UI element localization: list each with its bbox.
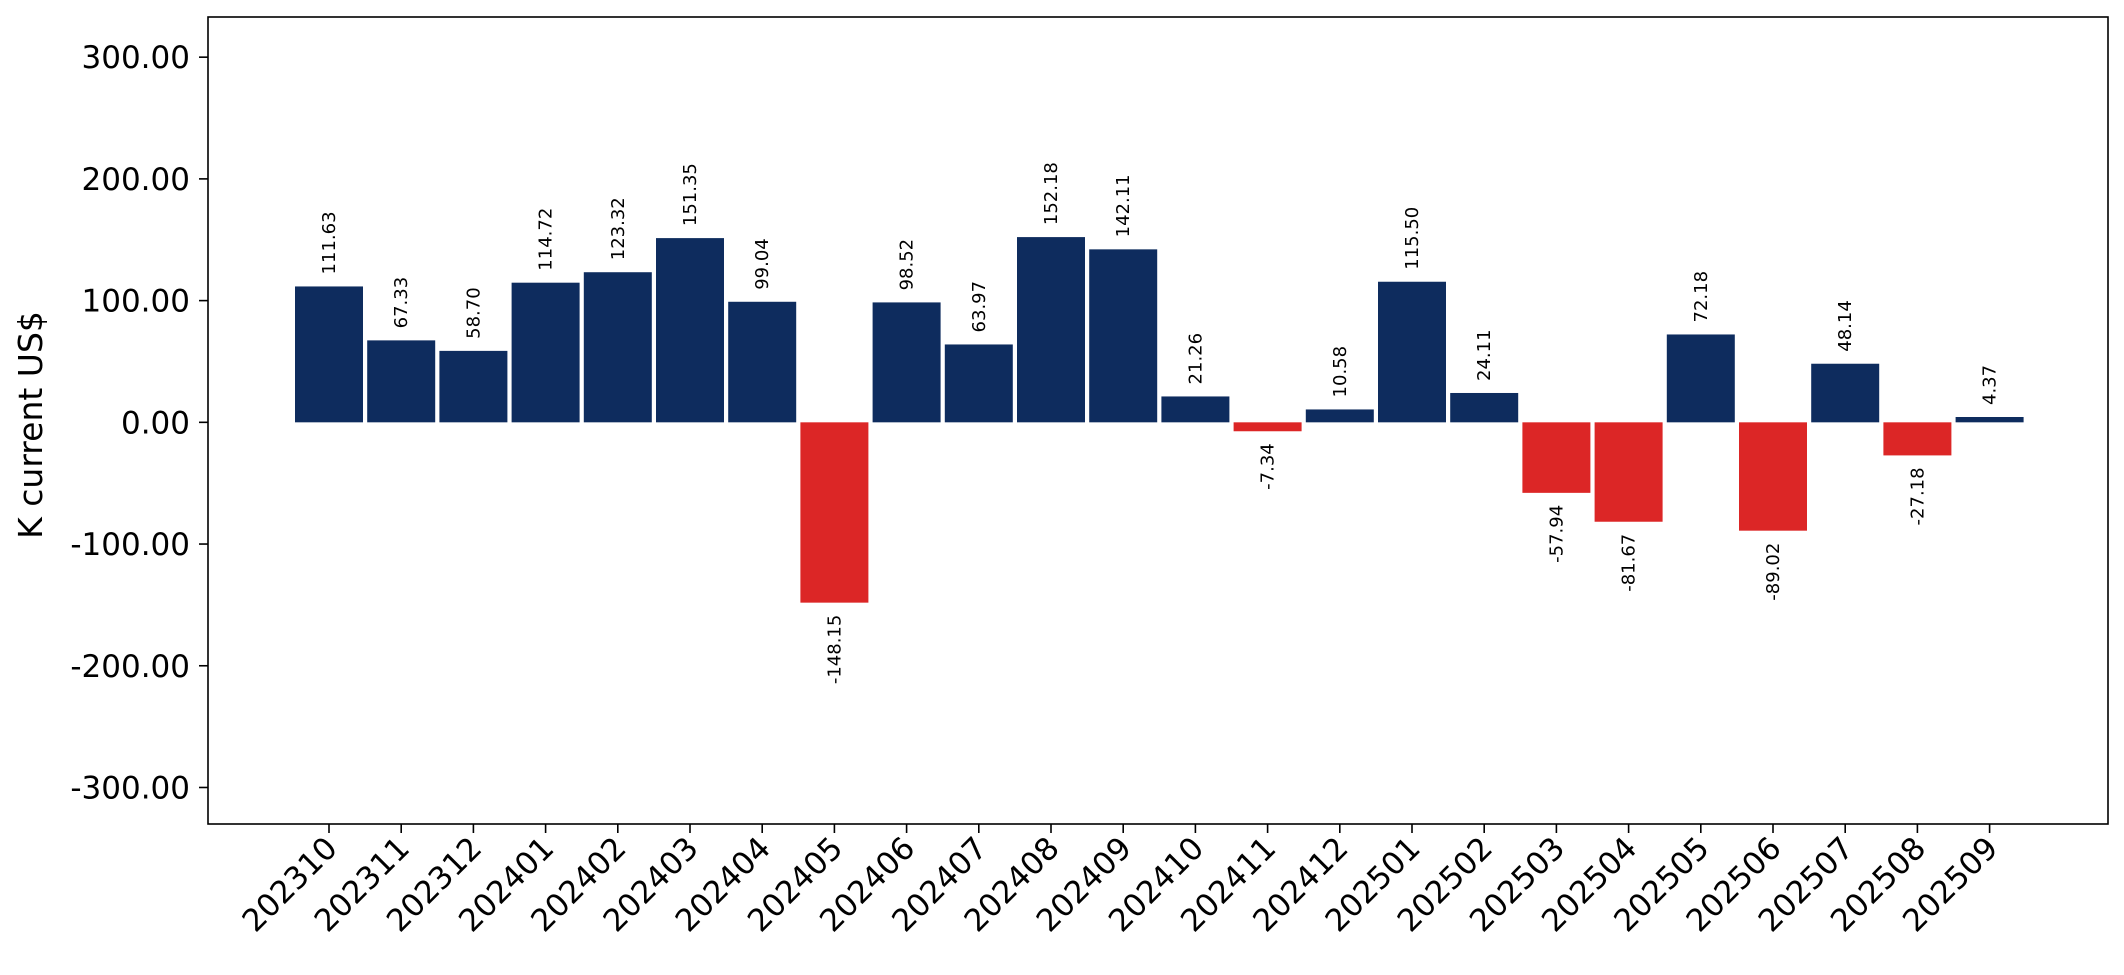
plot-area-frame xyxy=(207,16,2109,825)
data-label-202503: -57.94 xyxy=(1546,505,1567,563)
bar-202501 xyxy=(1378,281,1446,423)
bar-202406 xyxy=(872,302,941,423)
data-label-202410: 21.26 xyxy=(1185,333,1206,385)
bar-202405 xyxy=(800,422,869,603)
data-label-202407: 63.97 xyxy=(969,281,990,333)
bar-202508 xyxy=(1883,422,1952,456)
data-label-202501: 115.50 xyxy=(1402,207,1423,270)
bar-202401 xyxy=(511,282,580,423)
y-axis-ticks: 300.00 200.00 100.00 0.00 -100.00 -200.00 -300… xyxy=(70,40,208,806)
data-label-202406: 98.52 xyxy=(897,239,918,291)
y-tick-label: 300.00 xyxy=(82,40,190,76)
bar-202404 xyxy=(728,301,797,423)
y-tick-label: -300.00 xyxy=(70,770,190,806)
data-label-202504: -81.67 xyxy=(1619,534,1640,592)
bar-202310 xyxy=(295,286,363,423)
bar-202502 xyxy=(1450,392,1519,423)
data-label-202502: 24.11 xyxy=(1474,329,1495,381)
bar-202402 xyxy=(583,272,652,423)
bar-202509 xyxy=(1955,417,2024,423)
data-label-202508: -27.18 xyxy=(1907,467,1928,525)
data-label-202412: 10.58 xyxy=(1330,346,1351,398)
data-label-202505: 72.18 xyxy=(1691,271,1712,323)
bar-202311 xyxy=(367,340,436,423)
y-axis-label: K current US$ xyxy=(11,311,50,539)
bar-202403 xyxy=(656,238,724,423)
y-tick-label: -100.00 xyxy=(70,527,190,563)
x-axis-ticks: 2023102023112023122024012024022024032024… xyxy=(236,824,2005,939)
data-label-202310: 111.63 xyxy=(319,211,340,274)
bar-202312 xyxy=(439,350,508,423)
data-label-202403: 151.35 xyxy=(680,163,701,226)
bar-202506 xyxy=(1739,422,1807,531)
data-label-202509: 4.37 xyxy=(1980,365,2001,405)
bar-202408 xyxy=(1017,237,1085,423)
data-label-202402: 123.32 xyxy=(608,197,629,260)
y-tick-label: 200.00 xyxy=(82,162,190,198)
bar-202410 xyxy=(1161,396,1230,423)
y-tick-label: 100.00 xyxy=(82,284,190,320)
bar-202407 xyxy=(944,344,1013,423)
y-tick-label: -200.00 xyxy=(70,649,190,685)
data-label-202409: 142.11 xyxy=(1113,174,1134,237)
bar-202504 xyxy=(1594,422,1663,522)
bar-202505 xyxy=(1666,334,1735,423)
data-label-202506: -89.02 xyxy=(1763,543,1784,601)
bars-group xyxy=(295,237,2024,603)
bar-202412 xyxy=(1305,409,1374,423)
data-label-202405: -148.15 xyxy=(824,615,845,684)
data-labels-group: 111.63 67.33 58.70 114.72 123.32 151.35 99.04 -… xyxy=(319,162,2001,684)
data-label-202411: -7.34 xyxy=(1258,443,1279,490)
data-label-202312: 58.70 xyxy=(463,287,484,339)
bar-202503 xyxy=(1522,422,1591,493)
y-tick-label: 0.00 xyxy=(121,405,190,441)
bar-202411 xyxy=(1233,422,1302,432)
data-label-202408: 152.18 xyxy=(1041,162,1062,225)
data-label-202311: 67.33 xyxy=(391,277,412,329)
bar-202507 xyxy=(1811,363,1880,423)
data-label-202404: 99.04 xyxy=(752,238,773,290)
bar-202409 xyxy=(1089,249,1158,423)
data-label-202507: 48.14 xyxy=(1835,300,1856,352)
data-label-202401: 114.72 xyxy=(536,208,557,271)
